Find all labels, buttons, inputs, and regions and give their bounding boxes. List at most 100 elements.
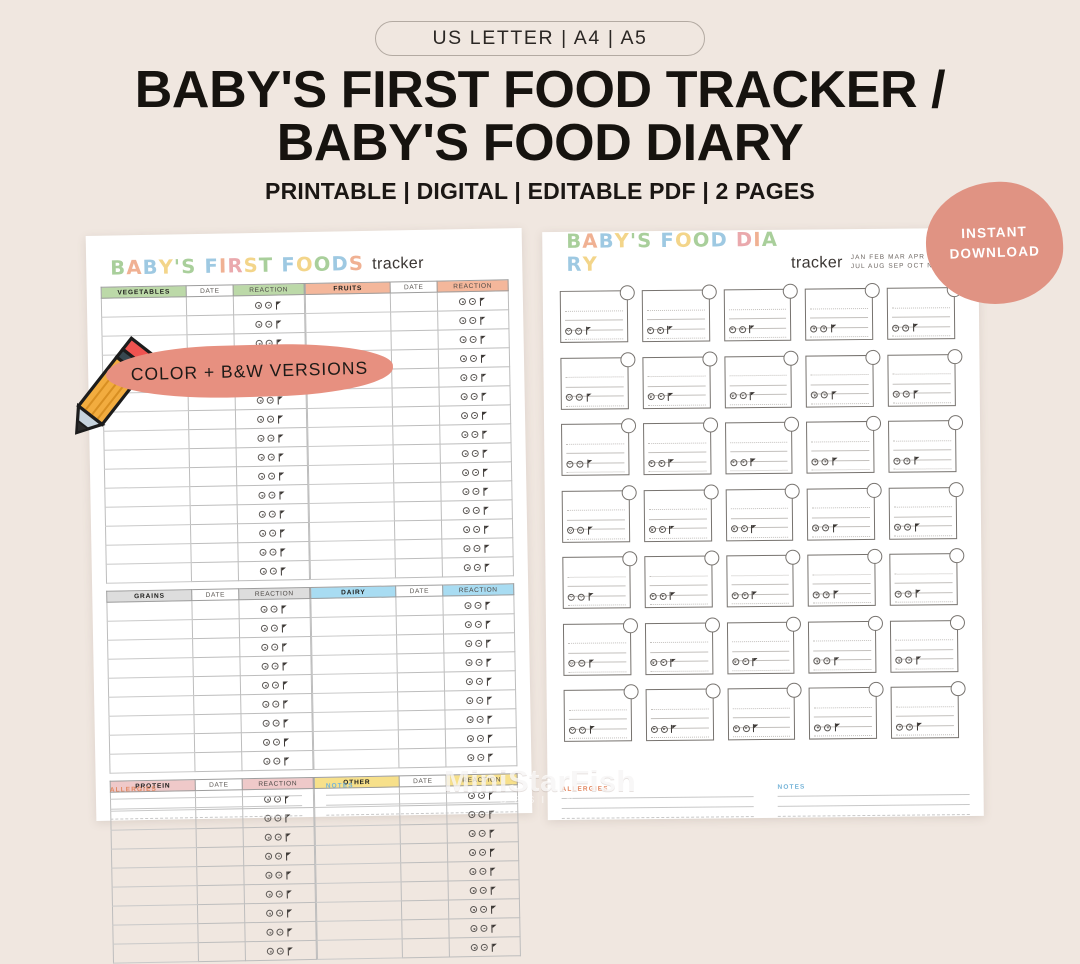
cell-date[interactable] <box>397 653 445 673</box>
diary-cell[interactable] <box>807 548 883 607</box>
sad-face-icon[interactable] <box>271 662 280 670</box>
sad-face-icon[interactable] <box>276 909 284 917</box>
flag-icon[interactable] <box>281 624 288 632</box>
reaction-icons[interactable] <box>467 715 494 724</box>
cell-date[interactable] <box>390 311 438 331</box>
reaction-icons[interactable] <box>568 659 595 667</box>
cell-reaction[interactable] <box>236 484 309 505</box>
cell-food-name[interactable] <box>107 638 194 660</box>
cell-date[interactable] <box>190 504 238 525</box>
flag-icon[interactable] <box>284 757 291 765</box>
diary-cell-reaction[interactable] <box>568 654 595 672</box>
sad-face-icon[interactable] <box>475 620 483 628</box>
flag-icon[interactable] <box>483 487 490 495</box>
reaction-icons[interactable] <box>728 325 756 333</box>
cell-reaction[interactable] <box>441 499 513 521</box>
cell-date[interactable] <box>198 922 246 943</box>
cell-food-name[interactable] <box>111 866 198 888</box>
happy-face-icon[interactable] <box>259 529 267 537</box>
diary-cell-reaction[interactable] <box>650 719 678 737</box>
cell-date[interactable] <box>402 938 450 958</box>
diary-cell[interactable] <box>890 614 966 673</box>
reaction-icons[interactable] <box>263 757 291 765</box>
cell-reaction[interactable] <box>445 727 517 749</box>
sad-face-icon[interactable] <box>738 325 746 333</box>
cell-food-name[interactable] <box>305 292 391 314</box>
flag-icon[interactable] <box>487 734 494 742</box>
cell-date[interactable] <box>198 941 246 962</box>
diary-cell-box[interactable] <box>563 689 632 742</box>
flag-icon[interactable] <box>283 738 290 746</box>
happy-face-icon[interactable] <box>462 450 470 458</box>
diary-cell[interactable] <box>561 418 636 476</box>
happy-face-icon[interactable] <box>463 507 471 515</box>
cell-food-name[interactable] <box>106 600 193 622</box>
reaction-icons[interactable] <box>266 928 294 936</box>
sad-face-icon[interactable] <box>477 715 485 723</box>
happy-face-icon[interactable] <box>567 526 575 534</box>
flag-icon[interactable] <box>481 373 488 381</box>
diary-cell-day-circle[interactable] <box>620 351 636 367</box>
sad-face-icon[interactable] <box>470 335 478 344</box>
cell-reaction[interactable] <box>235 408 307 429</box>
flag-icon[interactable] <box>913 390 920 398</box>
happy-face-icon[interactable] <box>730 525 738 533</box>
cell-date[interactable] <box>189 447 237 468</box>
cell-date[interactable] <box>392 387 440 407</box>
diary-cell-box[interactable] <box>642 356 711 409</box>
happy-face-icon[interactable] <box>255 301 263 309</box>
happy-face-icon[interactable] <box>266 928 274 936</box>
flag-icon[interactable] <box>482 449 489 457</box>
diary-cell-box[interactable] <box>644 555 713 609</box>
happy-face-icon[interactable] <box>465 621 473 629</box>
diary-cell-box[interactable] <box>805 354 875 408</box>
happy-face-icon[interactable] <box>894 590 902 598</box>
cell-date[interactable] <box>395 558 443 578</box>
diary-cell-box[interactable] <box>807 553 876 607</box>
flag-icon[interactable] <box>283 700 290 708</box>
sad-face-icon[interactable] <box>267 396 275 404</box>
sad-face-icon[interactable] <box>473 506 481 514</box>
flag-icon[interactable] <box>279 472 286 480</box>
flag-icon[interactable] <box>490 886 497 894</box>
reaction-icons[interactable] <box>647 392 675 401</box>
reaction-icons[interactable] <box>646 326 674 334</box>
happy-face-icon[interactable] <box>731 591 739 599</box>
reaction-icons[interactable] <box>813 657 841 665</box>
cell-date[interactable] <box>193 656 241 677</box>
flag-icon[interactable] <box>279 491 286 499</box>
diary-cell-reaction[interactable] <box>813 585 840 603</box>
diary-cell-box[interactable] <box>888 486 958 540</box>
diary-cell[interactable] <box>808 615 884 674</box>
sad-face-icon[interactable] <box>267 415 275 423</box>
happy-face-icon[interactable] <box>812 524 820 532</box>
cell-food-name[interactable] <box>312 691 399 713</box>
sad-face-icon[interactable] <box>824 723 832 731</box>
happy-face-icon[interactable] <box>728 325 736 333</box>
diary-cell-reaction[interactable] <box>894 584 922 602</box>
cell-date[interactable] <box>394 501 442 521</box>
happy-face-icon[interactable] <box>568 659 576 667</box>
flag-icon[interactable] <box>486 639 493 647</box>
happy-face-icon[interactable] <box>258 453 266 461</box>
reaction-icons[interactable] <box>895 656 922 664</box>
diary-cell-reaction[interactable] <box>649 586 676 604</box>
cell-food-name[interactable] <box>105 505 191 527</box>
sad-face-icon[interactable] <box>656 326 664 334</box>
cell-date[interactable] <box>193 694 241 715</box>
sad-face-icon[interactable] <box>472 468 480 476</box>
sad-face-icon[interactable] <box>578 726 587 734</box>
diary-cell-day-circle[interactable] <box>704 616 720 633</box>
sad-face-icon[interactable] <box>741 658 749 666</box>
diary-cell[interactable] <box>805 282 881 341</box>
cell-food-name[interactable] <box>101 296 187 318</box>
reaction-icons[interactable] <box>266 909 294 917</box>
flag-icon[interactable] <box>914 523 921 531</box>
happy-face-icon[interactable] <box>261 624 269 632</box>
cell-date[interactable] <box>401 900 449 920</box>
reaction-icons[interactable] <box>469 867 497 876</box>
diary-cell-day-circle[interactable] <box>701 350 718 367</box>
flag-icon[interactable] <box>280 529 287 537</box>
flag-icon[interactable] <box>834 657 841 665</box>
happy-face-icon[interactable] <box>463 526 471 534</box>
